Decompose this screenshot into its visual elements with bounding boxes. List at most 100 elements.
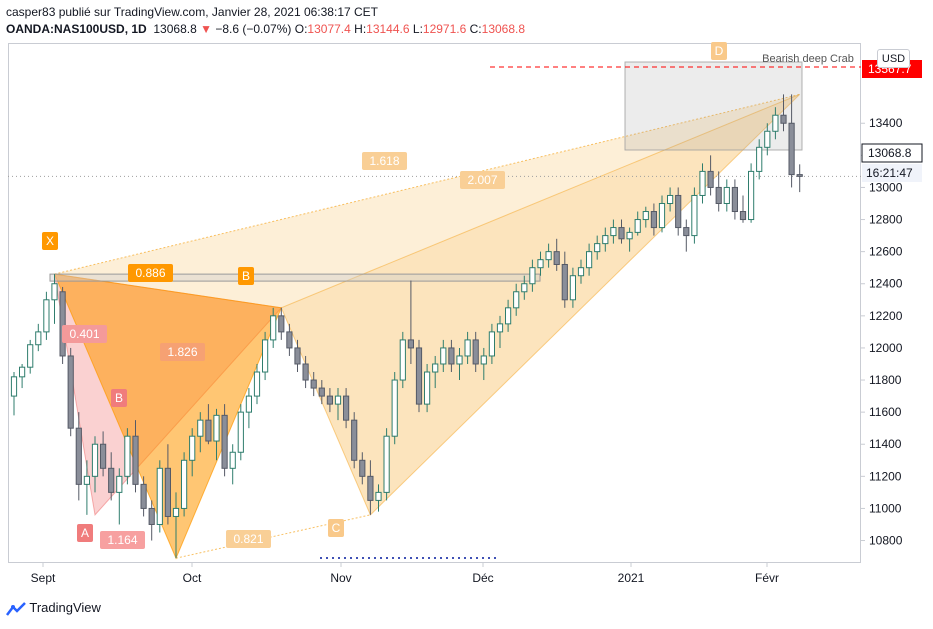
low-value: 12971.6: [422, 22, 467, 36]
currency-button[interactable]: USD: [877, 49, 910, 68]
pattern-xbd-triangle: [54, 94, 800, 308]
candle-body: [27, 344, 34, 368]
candle-body: [318, 387, 325, 397]
candle-body: [772, 114, 779, 132]
down-arrow-icon: ▼: [200, 22, 212, 36]
publish-info: casper83 publié sur TradingView.com, Jan…: [6, 5, 378, 19]
x-tick-label: Déc: [472, 571, 493, 585]
candle-body: [334, 395, 342, 405]
open-value: 13077.4: [307, 22, 351, 36]
candle-body: [723, 186, 730, 204]
candle-body: [667, 194, 674, 204]
price-change: −8.6 (−0.07%): [215, 22, 292, 36]
candle-body: [270, 315, 277, 341]
candle-body: [237, 411, 244, 453]
current-price-tag: 13068.8: [868, 146, 912, 160]
ratio-cd-label: 2.007: [467, 173, 497, 187]
candle-body: [577, 267, 585, 277]
candle-body: [699, 170, 706, 196]
candle-body: [19, 366, 26, 378]
candle-body: [537, 259, 544, 269]
point-b-label-bg: [111, 389, 127, 407]
candle-body: [480, 355, 487, 365]
candle-body: [383, 435, 390, 493]
plot-area: [8, 61, 861, 560]
point-c-label: C: [332, 521, 341, 535]
candle-body: [796, 174, 803, 177]
symbol-ohlc-line: OANDA:NAS100USD, 1D 13068.8 ▼ −8.6 (−0.0…: [6, 22, 525, 36]
candle-body: [310, 379, 317, 389]
candle-body: [132, 435, 139, 485]
candle-body: [59, 291, 66, 357]
ratio-xb-label: 0.886: [135, 266, 165, 280]
ratio-bc-label: 1.826: [167, 345, 197, 359]
candle-body: [245, 395, 253, 413]
candle-body: [448, 347, 455, 365]
candle-body: [415, 347, 423, 405]
countdown-tag-bg: [862, 164, 922, 182]
x-tick-label: 2021: [618, 571, 645, 585]
candle-body: [602, 235, 609, 245]
ratio-xc-label: 0.821: [233, 532, 263, 546]
candle-body: [748, 170, 755, 221]
footer-brand: TradingView: [29, 600, 101, 615]
candle-body: [739, 211, 747, 221]
ratio-xc-label-bg: [226, 530, 271, 548]
candle-body: [75, 427, 82, 485]
candle-body: [213, 414, 220, 442]
countdown-tag: 16:21:47: [866, 166, 913, 180]
candle-body: [788, 122, 795, 176]
point-x-label: X: [46, 234, 54, 248]
candle-body: [626, 231, 633, 240]
x-tick-label: Oct: [183, 571, 202, 585]
candle-body: [472, 339, 479, 365]
candle-body: [164, 467, 172, 517]
y-tick-label: 11200: [869, 469, 902, 483]
open-label: O:: [294, 22, 308, 36]
tradingview-logo-icon: [6, 601, 26, 616]
candle-body: [764, 130, 771, 148]
point-a-label-bg: [77, 524, 93, 542]
candle-body: [731, 186, 738, 213]
candle-body: [35, 331, 42, 346]
candle-body: [440, 347, 447, 365]
pattern-name-label: Bearish deep Crab: [762, 53, 854, 65]
point-x-label-bg: [42, 232, 58, 250]
ratio-ab-label: 1.164: [107, 533, 137, 547]
candle-body: [707, 170, 714, 188]
y-tick-label: 11000: [869, 501, 902, 515]
candle-body: [367, 475, 374, 501]
ratio-xd-label-bg: [362, 152, 407, 170]
symbol-label: OANDA:NAS100USD, 1D: [6, 22, 147, 36]
candle-body: [594, 243, 601, 253]
candle-body: [529, 267, 536, 285]
candle-body: [456, 355, 463, 365]
candle-body: [399, 339, 406, 381]
candle-body: [618, 227, 625, 240]
candle-body: [391, 379, 398, 437]
candle-body: [634, 219, 641, 233]
candle-body: [262, 339, 269, 373]
chart-frame: [8, 43, 861, 563]
candle-body: [780, 114, 787, 124]
candle-body: [650, 211, 657, 229]
candle-body: [181, 459, 188, 509]
candle-body: [83, 475, 91, 485]
last-price: 13068.8: [153, 22, 197, 36]
point-b2-label-bg: [238, 267, 254, 285]
candle-body: [586, 251, 593, 269]
candle-body: [43, 299, 50, 333]
candle-body: [683, 227, 690, 237]
ratio-bc-label-bg: [160, 343, 205, 361]
candle-body: [148, 507, 155, 525]
candle-body: [172, 507, 180, 517]
point-b2-label: B: [242, 269, 250, 283]
candle-body: [197, 419, 204, 437]
ratio-ac-label-bg: [62, 325, 107, 343]
candle-body: [294, 347, 301, 365]
y-tick-label: 12400: [869, 277, 903, 291]
candle-body: [464, 339, 471, 357]
candle-body: [124, 435, 131, 477]
y-tick-label: 11600: [869, 405, 902, 419]
